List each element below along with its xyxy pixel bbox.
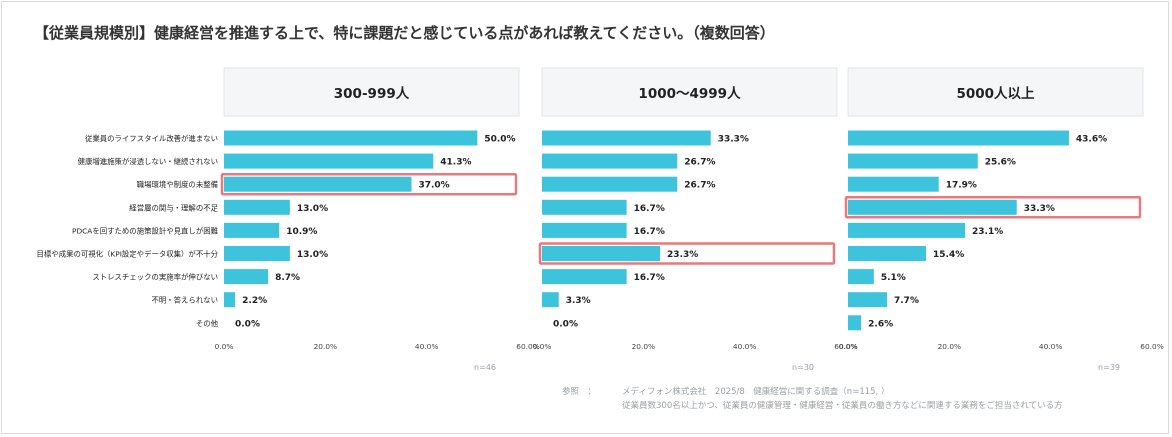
category-label: 健康増進施策が浸透しない・継続されない bbox=[78, 157, 218, 166]
bar bbox=[224, 222, 280, 238]
highlight-box bbox=[844, 196, 1142, 219]
bar bbox=[224, 269, 269, 285]
data-label: 5.1% bbox=[881, 273, 906, 283]
data-label: 15.4% bbox=[933, 250, 964, 260]
x-tick-label: 0.0% bbox=[215, 342, 234, 351]
x-tick-label: 60.0% bbox=[516, 342, 539, 351]
data-label: 8.7% bbox=[275, 273, 300, 283]
chart-title: 【従業員規模別】健康経営を推進する上で、特に課題だと感じている点があれば教えてく… bbox=[34, 24, 775, 42]
sample-size-label: n=46 bbox=[474, 363, 496, 372]
bar bbox=[542, 292, 559, 308]
data-label: 26.7% bbox=[684, 158, 715, 168]
bar bbox=[542, 199, 627, 215]
data-label: 0.0% bbox=[235, 319, 260, 329]
x-tick-label: 40.0% bbox=[415, 342, 438, 351]
x-tick-label: 0.0% bbox=[839, 342, 858, 351]
data-label: 16.7% bbox=[634, 273, 665, 283]
data-label: 17.9% bbox=[946, 181, 977, 191]
bar bbox=[848, 292, 888, 308]
x-tick-label: 20.0% bbox=[938, 342, 961, 351]
bar bbox=[224, 246, 290, 261]
bar bbox=[224, 176, 412, 192]
x-tick-label: 20.0% bbox=[632, 342, 655, 351]
bar bbox=[542, 269, 627, 285]
x-tick-label: 60.0% bbox=[1140, 342, 1163, 351]
category-label: 従業員のライフスタイル改善が進まない bbox=[85, 134, 218, 143]
bar bbox=[848, 315, 862, 331]
bar bbox=[848, 199, 1017, 215]
category-label: 経営層の関与・理解の不足 bbox=[129, 203, 218, 212]
bar bbox=[848, 269, 874, 285]
data-label: 3.3% bbox=[566, 296, 591, 306]
source-line-1: メディフォン株式会社 2025/8 健康経営に関する調査（n=115, ） bbox=[622, 386, 889, 397]
data-label: 26.7% bbox=[684, 181, 715, 191]
data-label: 16.7% bbox=[634, 227, 665, 237]
sample-size-label: n=39 bbox=[1098, 363, 1120, 372]
bar bbox=[848, 130, 1069, 146]
bar bbox=[848, 246, 927, 261]
category-label: 職場環境や制度の未整備 bbox=[137, 180, 218, 189]
data-label: 2.6% bbox=[868, 319, 893, 329]
data-label: 37.0% bbox=[418, 181, 449, 191]
x-tick-label: 40.0% bbox=[1039, 342, 1062, 351]
category-label: 不明・答えられない bbox=[151, 296, 218, 305]
data-label: 16.7% bbox=[634, 204, 665, 214]
data-label: 7.7% bbox=[894, 296, 919, 306]
data-label: 13.0% bbox=[297, 204, 328, 214]
data-label: 23.1% bbox=[972, 227, 1003, 237]
bar bbox=[224, 199, 290, 215]
panel-header-box bbox=[847, 67, 1144, 117]
bar bbox=[542, 130, 711, 146]
x-tick-label: 20.0% bbox=[314, 342, 337, 351]
highlight-box bbox=[220, 172, 518, 196]
bar bbox=[848, 153, 978, 169]
bar bbox=[848, 222, 966, 238]
data-label: 50.0% bbox=[484, 135, 515, 145]
bar bbox=[224, 130, 478, 146]
panel-title: 5000人以上 bbox=[956, 86, 1035, 102]
panel-title: 300-999人 bbox=[334, 86, 410, 102]
x-tick-label: 40.0% bbox=[733, 342, 756, 351]
panel-header-box bbox=[541, 67, 838, 117]
data-label: 2.2% bbox=[242, 296, 267, 306]
data-label: 41.3% bbox=[440, 158, 471, 168]
sample-size-label: n=30 bbox=[792, 363, 814, 372]
bar bbox=[542, 222, 627, 238]
bar bbox=[542, 246, 661, 261]
panel-header-box bbox=[223, 67, 520, 117]
data-label: 25.6% bbox=[985, 158, 1016, 168]
bar bbox=[224, 292, 236, 308]
category-label: PDCAを回すための施策設計や見直しが困難 bbox=[72, 226, 219, 235]
category-label: 目標や成果の可視化（KPI設定やデータ収集）が不十分 bbox=[37, 250, 219, 259]
bar bbox=[848, 176, 939, 192]
bar bbox=[542, 176, 678, 192]
category-label: その他 bbox=[196, 319, 219, 328]
x-tick-label: 0.0% bbox=[533, 342, 552, 351]
category-label: ストレスチェックの実施率が伸びない bbox=[92, 273, 218, 282]
data-label: 10.9% bbox=[286, 227, 317, 237]
panel-title: 1000～4999人 bbox=[638, 86, 741, 102]
data-label: 43.6% bbox=[1076, 135, 1107, 145]
data-label: 23.3% bbox=[667, 250, 698, 260]
data-label: 0.0% bbox=[553, 319, 578, 329]
source-line-2: 従業員数300名以上かつ、従業員の健康管理・健康経営・従業員の働き方などに関連す… bbox=[622, 400, 1063, 411]
data-label: 33.3% bbox=[1024, 204, 1055, 214]
highlight-box bbox=[538, 242, 836, 265]
data-label: 33.3% bbox=[718, 135, 749, 145]
data-label: 13.0% bbox=[297, 250, 328, 260]
bar bbox=[542, 153, 678, 169]
x-tick-label: 60.0% bbox=[834, 342, 857, 351]
bar bbox=[224, 153, 434, 169]
source-label: 参照 ： bbox=[562, 386, 596, 397]
